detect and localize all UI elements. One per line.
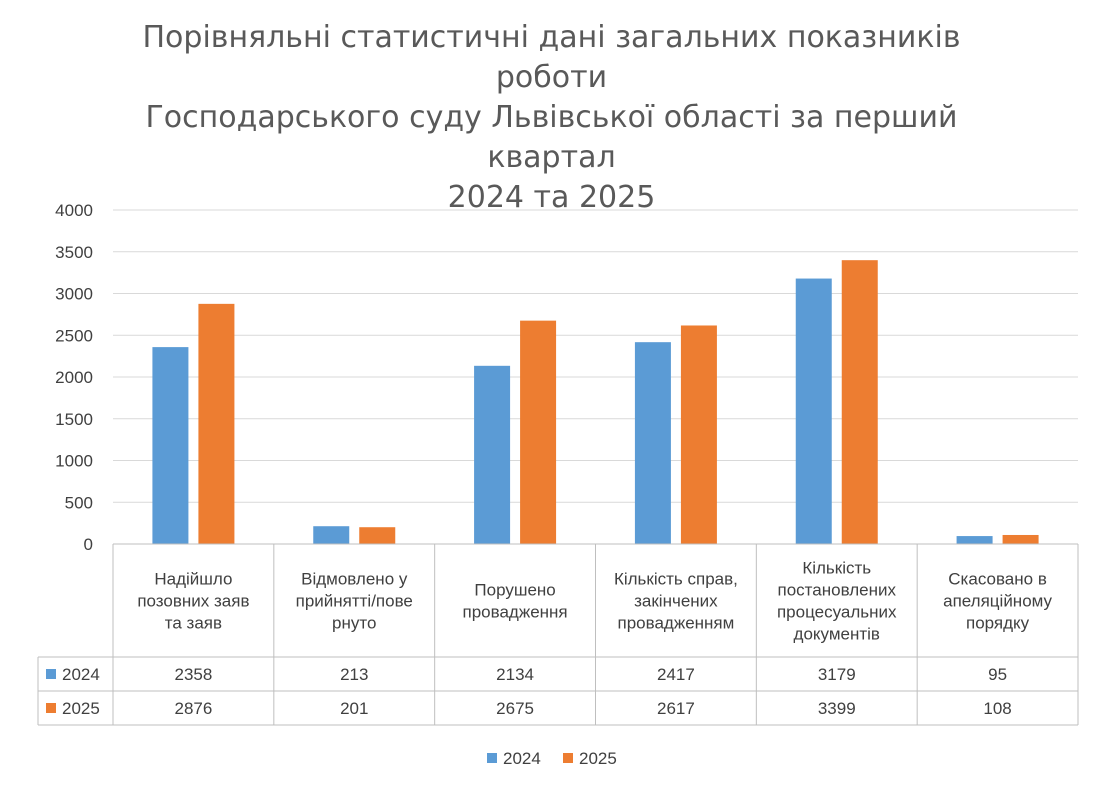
y-tick-label: 500 (65, 493, 93, 512)
table-legend-key-2025 (46, 703, 56, 713)
legend-key-2024 (487, 753, 497, 763)
table-cell-value: 2617 (657, 699, 695, 718)
category-label-line: Скасовано в (948, 570, 1047, 589)
category-label-line: закінчених (634, 592, 718, 611)
bar-2025 (1002, 534, 1039, 544)
category-label-line: рнуто (332, 614, 376, 633)
bar-2024 (474, 365, 511, 544)
category-label-line: провадження (463, 603, 568, 622)
bar-2024 (795, 278, 832, 544)
category-label-line: постановлених (778, 581, 897, 600)
category-label-line: позовних заяв (137, 592, 249, 611)
category-label-line: Кількість справ, (614, 570, 738, 589)
bar-2024 (152, 347, 189, 544)
table-cell-value: 3179 (818, 665, 856, 684)
legend-key-2025 (563, 753, 573, 763)
category-label: Відмовлено у прийнятті/пове рнуто (296, 570, 413, 633)
bar-2025 (520, 320, 557, 544)
bar-2025 (359, 527, 396, 544)
table-cell-value: 2417 (657, 665, 695, 684)
category-label-line: процесуальних (777, 603, 897, 622)
y-tick-label: 2500 (55, 326, 93, 345)
category-label-line: Надійшло (154, 570, 232, 589)
category-label-line: апеляційному (943, 592, 1052, 611)
category-label: Скасовано в апеляційному порядку (943, 570, 1052, 633)
bar-2025 (841, 260, 878, 544)
table-cell-value: 3399 (818, 699, 856, 718)
bar-2024 (956, 536, 993, 544)
y-tick-label: 1500 (55, 410, 93, 429)
bar-2025 (198, 303, 235, 544)
table-series-name: 2024 (62, 665, 100, 684)
category-label-line: Кількість (802, 559, 871, 578)
chart-title-line: Порівняльні статистичні дані загальних п… (142, 20, 961, 95)
chart-title-line: Господарського суду Львівської області з… (145, 100, 958, 175)
y-tick-label: 3500 (55, 243, 93, 262)
bar-2024 (313, 526, 350, 544)
category-label-line: порядку (966, 614, 1030, 633)
table-cell-value: 95 (988, 665, 1007, 684)
chart-title: Порівняльні статистичні дані загальних п… (100, 18, 1003, 218)
category-label: Кількість справ, закінчених провадженням (614, 570, 738, 633)
y-tick-label: 1000 (55, 452, 93, 471)
category-label-line: прийнятті/пове (296, 592, 413, 611)
bar-2025 (680, 325, 717, 544)
chart-title-line: 2024 та 2025 (447, 180, 656, 215)
category-label-line: та заяв (165, 614, 222, 633)
table-series-name: 2025 (62, 699, 100, 718)
legend-label: 2024 (503, 749, 541, 768)
legend-label: 2025 (579, 749, 617, 768)
category-label-line: Відмовлено у (301, 570, 408, 589)
category-label: Порушено провадження (463, 581, 568, 622)
table-cell-value: 2876 (175, 699, 213, 718)
table-cell-value: 108 (983, 699, 1011, 718)
table-cell-value: 2358 (175, 665, 213, 684)
table-cell-value: 2675 (496, 699, 534, 718)
y-tick-label: 4000 (55, 201, 93, 220)
y-tick-label: 0 (84, 535, 93, 554)
bar-2024 (634, 342, 671, 544)
table-cell-value: 2134 (496, 665, 534, 684)
table-legend-key-2024 (46, 669, 56, 679)
y-tick-label: 2000 (55, 368, 93, 387)
table-cell-value: 213 (340, 665, 368, 684)
category-label: Кількість постановлених процесуальних докум… (777, 559, 897, 644)
table-cell-value: 201 (340, 699, 368, 718)
category-label-line: Порушено (474, 581, 555, 600)
y-tick-label: 3000 (55, 285, 93, 304)
category-label-line: провадженням (618, 614, 735, 633)
category-label-line: документів (794, 625, 880, 644)
category-label: Надійшло позовних заяв та заяв (137, 570, 249, 633)
